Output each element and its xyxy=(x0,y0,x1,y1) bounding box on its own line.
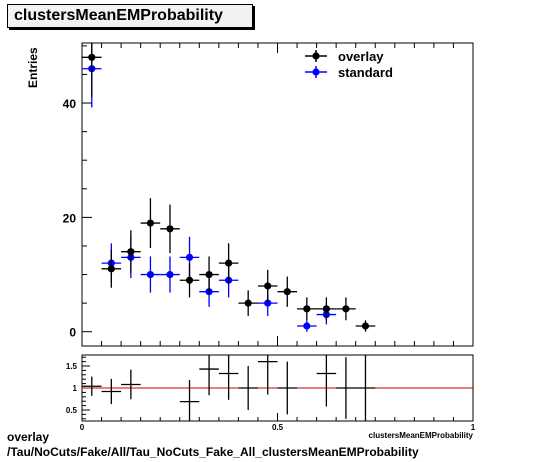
standard-marker xyxy=(166,270,174,279)
overlay-point xyxy=(316,297,337,321)
overlay-point xyxy=(121,230,141,274)
y-tick-label: 0 xyxy=(69,326,76,340)
overlay-marker xyxy=(244,299,252,307)
standard-point xyxy=(297,320,317,332)
ratio-point xyxy=(218,355,239,400)
overlay-marker xyxy=(264,282,272,290)
ratio-x-tick-label: 0 xyxy=(80,423,85,432)
overlay-marker xyxy=(283,288,291,296)
y-tick-label: 20 xyxy=(63,211,77,225)
overlay-marker xyxy=(322,305,330,313)
ratio-point xyxy=(199,355,219,396)
overlay-marker xyxy=(146,219,155,227)
standard-point xyxy=(140,256,161,293)
ratio-y-tick-label: 1 xyxy=(73,384,78,393)
overlay-point xyxy=(82,43,102,97)
overlay-marker xyxy=(361,322,370,330)
overlay-point xyxy=(140,198,161,249)
histogram-title-box: clustersMeanEMProbability xyxy=(7,4,253,28)
overlay-point xyxy=(101,249,122,288)
overlay-point xyxy=(218,243,239,283)
caption-line-1: overlay xyxy=(7,430,50,444)
ratio-point xyxy=(121,369,141,400)
legend-marker-standard xyxy=(312,68,320,76)
overlay-marker xyxy=(88,53,96,61)
overlay-marker xyxy=(303,305,311,313)
overlay-marker xyxy=(205,270,213,279)
standard-marker xyxy=(303,322,311,330)
overlay-marker xyxy=(225,259,233,267)
overlay-marker xyxy=(166,225,174,233)
ratio-x-tick-label: 1 xyxy=(471,423,476,432)
main-plot-frame xyxy=(81,42,474,347)
ratio-y-tick-label: 1.5 xyxy=(66,362,78,371)
ratio-point xyxy=(82,376,102,396)
overlay-point xyxy=(277,276,298,307)
overlay-point xyxy=(336,297,356,321)
standard-marker xyxy=(264,299,272,307)
ratio-point xyxy=(101,378,122,405)
caption-line-2: /Tau/NoCuts/Fake/All/Tau_NoCuts_Fake_All… xyxy=(7,445,419,459)
ratio-point xyxy=(355,355,376,421)
y-tick-label: 40 xyxy=(63,97,77,111)
x-axis-label: clustersMeanEMProbability xyxy=(369,431,474,440)
legend-marker-overlay xyxy=(312,52,320,60)
standard-marker xyxy=(146,270,155,279)
standard-point xyxy=(160,256,180,293)
overlay-point xyxy=(257,269,278,303)
histogram-title: clustersMeanEMProbability xyxy=(14,7,223,24)
ratio-point xyxy=(316,355,337,407)
ratio-point xyxy=(257,355,278,395)
overlay-point xyxy=(160,204,180,254)
standard-marker xyxy=(185,253,194,261)
legend-label-overlay: overlay xyxy=(338,49,384,64)
ratio-point xyxy=(336,357,356,419)
overlay-point xyxy=(297,297,317,321)
overlay-marker xyxy=(107,265,115,273)
legend-label-standard: standard xyxy=(338,65,393,80)
overlay-point xyxy=(355,320,376,332)
overlay-marker xyxy=(185,276,194,284)
ratio-x-tick-label: 0.5 xyxy=(272,423,284,432)
overlay-marker xyxy=(127,248,135,256)
ratio-point xyxy=(179,380,200,421)
overlay-marker xyxy=(342,305,350,313)
ratio-point xyxy=(238,366,258,410)
overlay-point xyxy=(199,256,219,293)
y-axis-label: Entries xyxy=(26,47,40,88)
ratio-point xyxy=(277,361,298,415)
overlay-point xyxy=(238,290,258,316)
overlay-point xyxy=(179,263,200,298)
ratio-y-tick-label: 0.5 xyxy=(66,406,78,415)
